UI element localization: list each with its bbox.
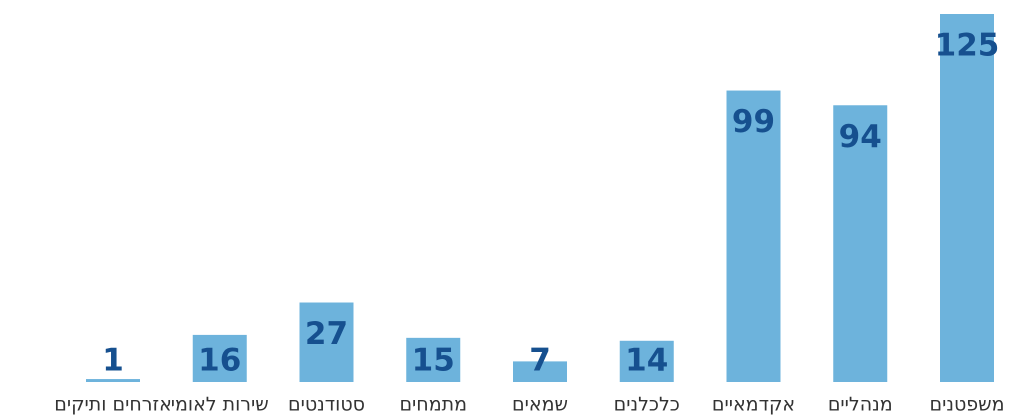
value-label: 15	[412, 343, 455, 379]
value-label: 125	[935, 28, 1000, 64]
category-label: אקדמאיים	[712, 394, 795, 416]
category-label: משפטנים	[929, 394, 1004, 416]
bar	[940, 14, 994, 382]
bar	[513, 361, 567, 382]
value-label: 14	[625, 343, 668, 379]
value-label: 1	[102, 343, 124, 379]
category-label: סטודנטים	[288, 394, 365, 416]
bar	[833, 105, 888, 382]
bar	[299, 302, 354, 382]
bar	[86, 379, 140, 382]
value-label: 7	[529, 343, 551, 379]
category-label: מנהליים	[828, 394, 893, 416]
bar	[619, 340, 674, 382]
category-label: שירות לאומי	[171, 394, 269, 416]
category-label: מתמחים	[399, 394, 467, 416]
category-label: שמאים	[512, 394, 568, 416]
category-label: אזרחים ותיקים	[54, 394, 172, 416]
value-label: 16	[198, 343, 241, 379]
value-label: 99	[732, 104, 775, 140]
value-label: 94	[839, 119, 882, 155]
bar	[726, 90, 781, 382]
bar	[192, 334, 247, 382]
bar	[406, 337, 461, 382]
category-label: כלכלנים	[614, 394, 680, 416]
value-label: 27	[305, 316, 348, 352]
